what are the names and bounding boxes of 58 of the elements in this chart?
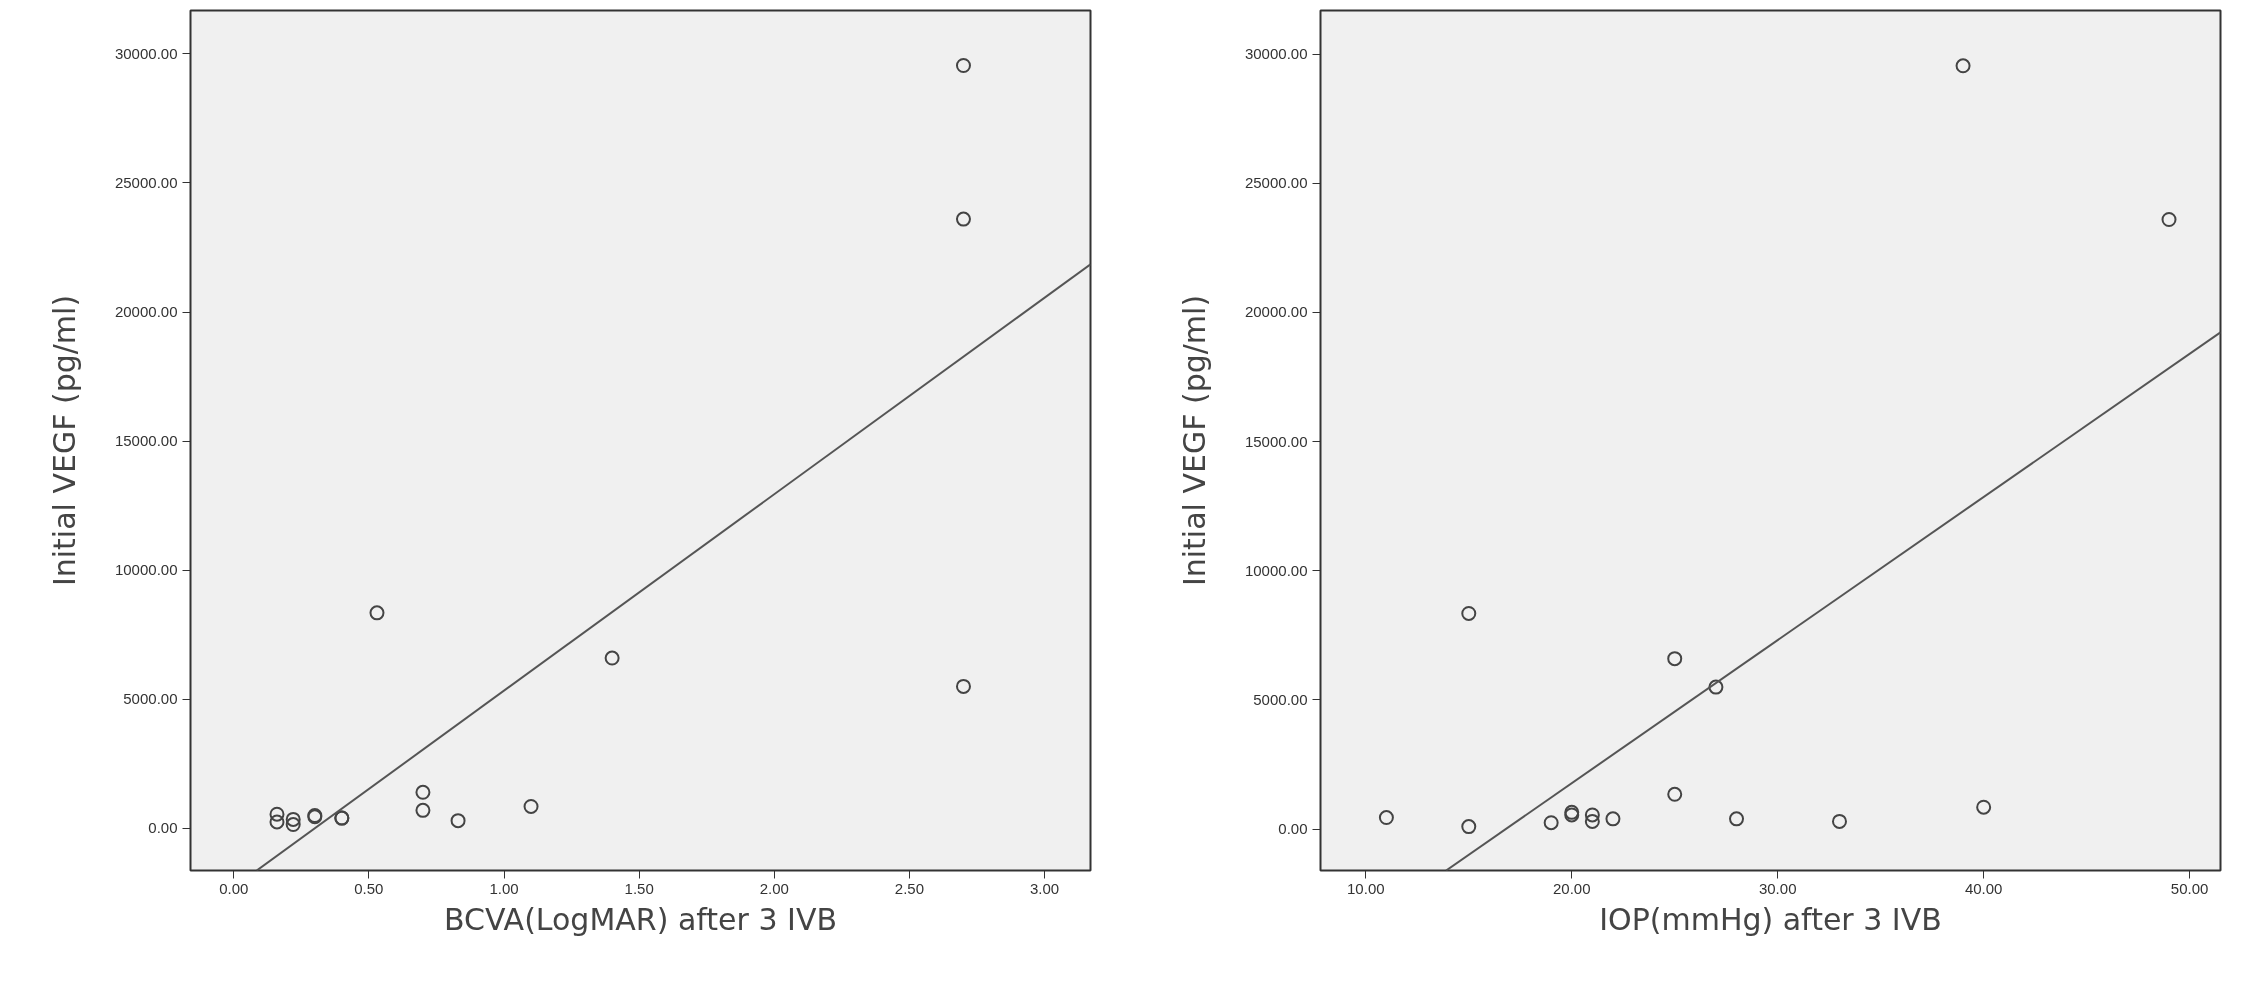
- x-tick-label: 40.00: [1964, 879, 2003, 897]
- point: [285, 817, 301, 833]
- y-tick-label: 10000.00: [114, 561, 178, 579]
- x-tick-label: 2.50: [894, 879, 925, 897]
- point: [523, 798, 539, 814]
- y-axis-title: Initial VEGF (pg/ml): [46, 294, 82, 587]
- x-tick-label: 1.50: [624, 879, 654, 897]
- y-tick-label: 15000.00: [1244, 432, 1308, 450]
- point: [1461, 605, 1477, 621]
- x-axis-title: IOP(mmHg) after 3 IVB: [1599, 901, 1942, 937]
- point: [369, 605, 385, 621]
- point: [1378, 810, 1394, 826]
- x-tick-label: 0.50: [354, 879, 384, 897]
- point: [2161, 212, 2177, 227]
- point: [450, 813, 466, 829]
- point: [1667, 786, 1683, 802]
- point: [955, 58, 971, 73]
- y-tick-label: 30000.00: [1244, 45, 1308, 63]
- point: [285, 811, 301, 827]
- y-tick-label: 10000.00: [1244, 561, 1308, 579]
- x-tick-label: 0.00: [219, 879, 249, 897]
- point: [1584, 807, 1600, 823]
- point: [415, 802, 431, 818]
- point: [1976, 799, 1992, 815]
- point: [955, 211, 971, 227]
- point: [415, 784, 431, 800]
- x-tick-label: 3.00: [1029, 879, 1060, 897]
- point: [1729, 811, 1745, 827]
- y-tick-label: 5000.00: [123, 690, 178, 708]
- y-tick-label: 15000.00: [114, 432, 178, 450]
- x-tick-label: 30.00: [1758, 879, 1797, 897]
- point: [1667, 651, 1683, 667]
- point: [1584, 813, 1600, 829]
- point: [955, 678, 971, 694]
- y-tick-label: 20000.00: [1244, 303, 1308, 321]
- point: [1543, 815, 1559, 831]
- y-tick-label: 25000.00: [1244, 174, 1308, 192]
- point: [1955, 58, 1971, 74]
- point: [269, 806, 285, 822]
- x-tick-label: 10.00: [1347, 879, 1385, 897]
- y-tick-label: 30000.00: [114, 44, 178, 62]
- y-tick-label: 0.00: [148, 819, 178, 837]
- x-tick-label: 2.00: [759, 879, 789, 897]
- x-tick-label: 1.00: [489, 879, 519, 897]
- y-tick-label: 0.00: [1278, 820, 1308, 838]
- y-tick-label: 25000.00: [114, 173, 178, 191]
- x-tick-label: 20.00: [1552, 879, 1591, 897]
- y-tick-label: 5000.00: [1253, 691, 1308, 708]
- x-tick-label: 50.00: [2170, 879, 2209, 897]
- x-axis-title: BCVA(LogMAR) after 3 IVB: [444, 901, 838, 937]
- point: [269, 814, 285, 830]
- point: [1831, 813, 1847, 829]
- y-tick-label: 20000.00: [114, 303, 178, 321]
- y-axis-title: Initial VEGF (pg/ml): [1176, 294, 1212, 587]
- point: [1708, 679, 1724, 695]
- point: [1461, 819, 1477, 835]
- point: [604, 650, 620, 666]
- point: [1605, 811, 1621, 827]
